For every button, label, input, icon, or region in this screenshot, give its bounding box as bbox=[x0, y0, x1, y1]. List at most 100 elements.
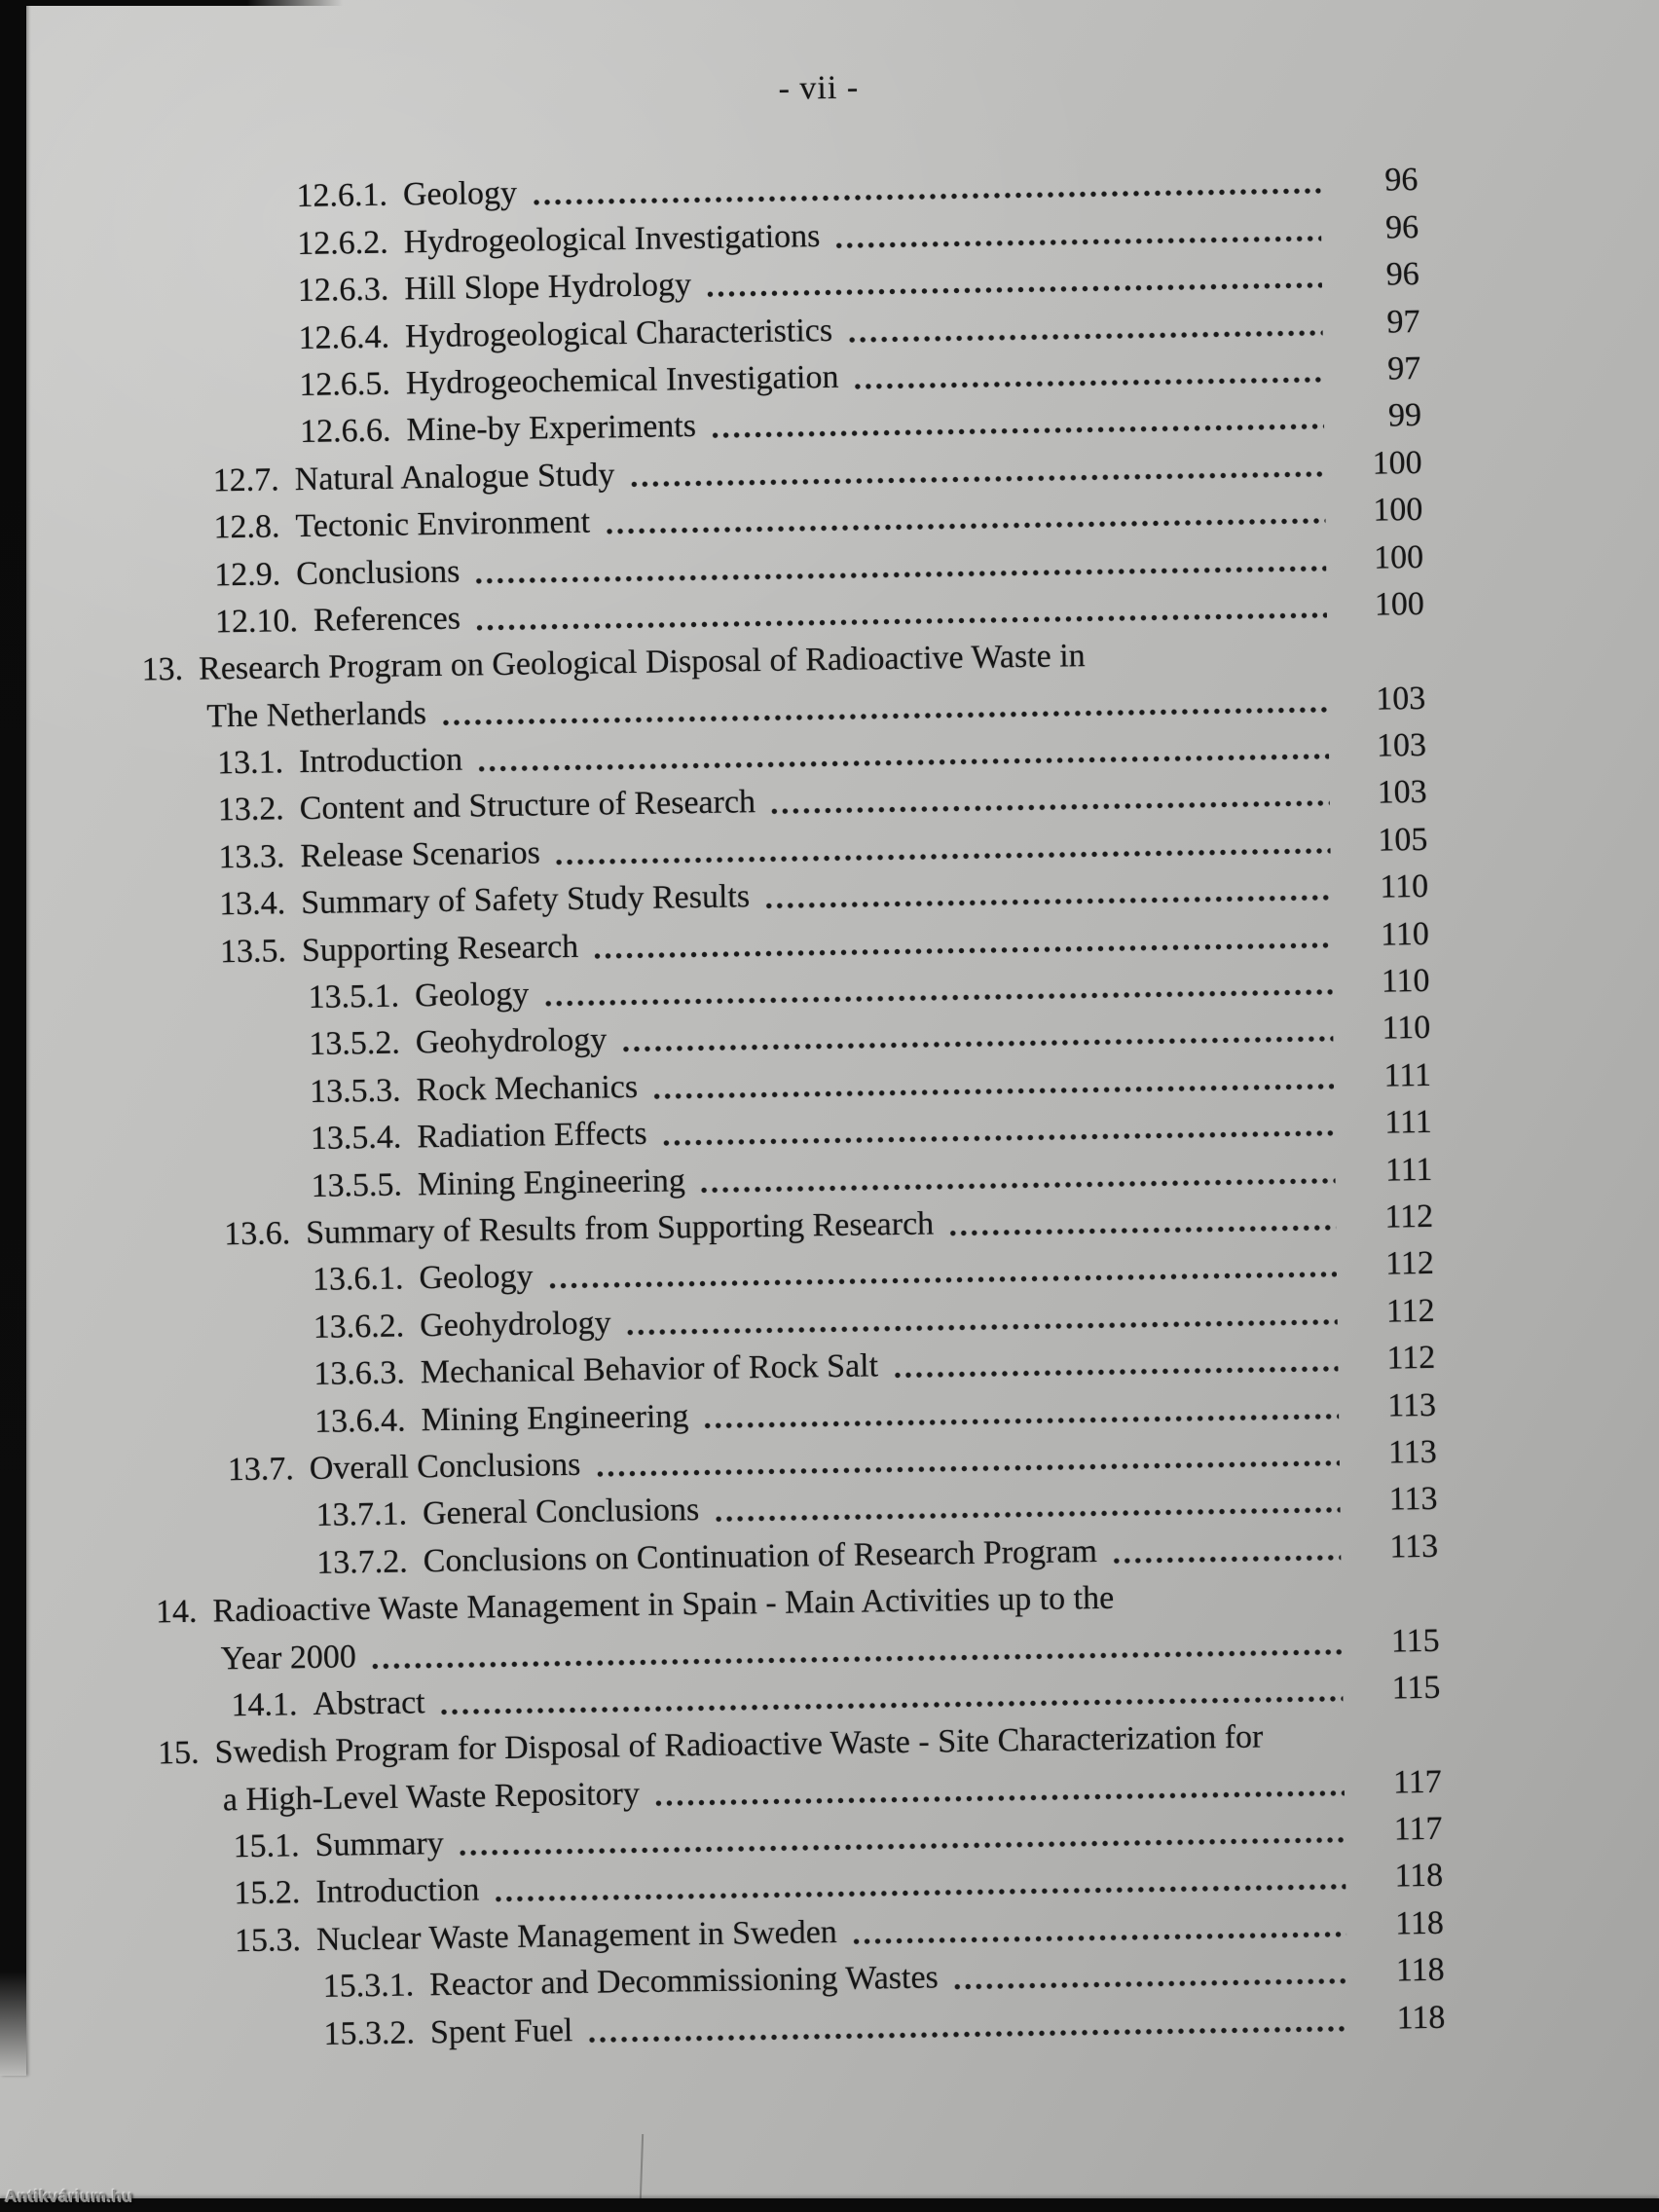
toc-entry-number: 13.5.5. bbox=[311, 1166, 403, 1204]
toc-entry-number: 12.6.2. bbox=[296, 224, 388, 262]
dot-leader bbox=[715, 1506, 1341, 1524]
toc-entry-number: 15.2. bbox=[234, 1874, 301, 1912]
toc-page-number: 113 bbox=[1389, 1528, 1439, 1566]
toc-entry-title: Natural Analogue Study bbox=[294, 456, 615, 498]
toc-entry-title: Spent Fuel bbox=[429, 2011, 573, 2050]
toc-entry-number: 15. bbox=[157, 1734, 200, 1772]
scan-edge-top bbox=[0, 0, 343, 6]
toc-page-number: 112 bbox=[1384, 1245, 1435, 1282]
toc-entry-number: 13.6.3. bbox=[313, 1354, 406, 1393]
dot-leader bbox=[949, 1224, 1337, 1237]
toc-entry-title: Geology bbox=[414, 976, 530, 1014]
toc-page-number: 100 bbox=[1373, 492, 1423, 529]
dot-leader bbox=[606, 517, 1326, 535]
toc-page-number: 111 bbox=[1383, 1056, 1432, 1094]
dot-leader bbox=[596, 1459, 1340, 1478]
toc-page-number: 100 bbox=[1372, 444, 1422, 482]
toc-page-number: 118 bbox=[1395, 1951, 1445, 1989]
toc-page-number: 113 bbox=[1388, 1481, 1438, 1518]
dot-leader bbox=[594, 941, 1333, 960]
toc-entry-number: 13.5.3. bbox=[309, 1072, 401, 1110]
toc-entry-number: 15.1. bbox=[233, 1827, 300, 1865]
dot-leader bbox=[626, 1318, 1338, 1336]
toc-entry-number: 13.7. bbox=[227, 1451, 295, 1489]
toc-entry-title: Mine-by Experiments bbox=[406, 408, 697, 449]
toc-entry-number: 12.6.3. bbox=[297, 271, 389, 310]
toc-page-number: 96 bbox=[1384, 208, 1419, 246]
watermark: Antikvárium.hu bbox=[5, 2187, 133, 2206]
toc-page-number: 115 bbox=[1391, 1669, 1441, 1707]
toc-entry-number: 12.6.5. bbox=[299, 365, 391, 403]
toc-page-number: 112 bbox=[1386, 1339, 1436, 1377]
page-number-header: - vii - bbox=[778, 69, 860, 107]
toc-entry-title: Geohydrology bbox=[415, 1021, 608, 1061]
toc-entry-title: Geology bbox=[419, 1258, 534, 1297]
page-content: - vii - 12.6.1. Geology 96 12.6.2. Hydro… bbox=[141, 69, 1446, 2051]
toc-entry-number: 13.5.1. bbox=[308, 977, 400, 1015]
toc-page-number: 118 bbox=[1394, 1904, 1445, 1942]
dot-leader bbox=[771, 799, 1330, 816]
toc-entry-title: Hydrogeological Investigations bbox=[403, 217, 821, 261]
dot-leader bbox=[653, 1083, 1335, 1100]
toc-entry-title: Summary bbox=[314, 1825, 445, 1864]
toc-entry-title: Geology bbox=[402, 175, 518, 213]
dot-leader bbox=[953, 1977, 1347, 1991]
toc-entry-title: Reactor and Decommissioning Wastes bbox=[428, 1959, 940, 2004]
toc-entry-number: 14. bbox=[155, 1593, 198, 1631]
toc-entry-title: Nuclear Waste Management in Sweden bbox=[315, 1913, 838, 1958]
toc-page-number: 103 bbox=[1377, 774, 1427, 812]
toc-entry-title: Content and Structure of Research bbox=[299, 784, 756, 828]
toc-page-number: 117 bbox=[1392, 1763, 1443, 1801]
toc-entry-number: 13.6. bbox=[223, 1215, 291, 1253]
scan-edge-left bbox=[0, 0, 26, 2076]
toc-entry-title: Rock Mechanics bbox=[416, 1068, 639, 1109]
dot-leader bbox=[548, 1271, 1338, 1290]
toc-entry-title: Summary of Safety Study Results bbox=[300, 878, 751, 922]
dot-leader bbox=[848, 328, 1323, 344]
toc-entry-number: 12.9. bbox=[213, 555, 281, 593]
toc-page-number: 99 bbox=[1387, 397, 1422, 434]
toc-entry-number: 13. bbox=[141, 651, 184, 688]
toc-entry-title: Year 2000 bbox=[220, 1638, 357, 1677]
dot-leader bbox=[533, 187, 1321, 206]
toc-entry-title: References bbox=[313, 600, 461, 639]
dot-leader bbox=[544, 988, 1333, 1008]
toc-entry-title: Mining Engineering bbox=[417, 1161, 686, 1202]
toc-entry-number: 12.8. bbox=[213, 508, 280, 546]
toc-entry-title: General Conclusions bbox=[422, 1492, 700, 1532]
toc-entry-number: 13.5. bbox=[219, 932, 287, 970]
toc-entry-title: Abstract bbox=[313, 1684, 425, 1722]
dot-leader bbox=[630, 470, 1325, 488]
toc-entry-title: Release Scenarios bbox=[300, 834, 541, 874]
toc-entry-title: Conclusions bbox=[295, 553, 461, 592]
toc-page-number: 111 bbox=[1384, 1151, 1433, 1189]
toc-entry-number: 13.3. bbox=[218, 838, 285, 876]
toc-page-number bbox=[1342, 668, 1425, 669]
toc-entry-number: 12.10. bbox=[214, 602, 299, 641]
toc-entry-title: Introduction bbox=[315, 1871, 480, 1911]
dot-leader bbox=[712, 423, 1325, 440]
toc-entry-number: 13.1. bbox=[216, 744, 284, 782]
toc-page-number: 115 bbox=[1390, 1622, 1440, 1660]
toc-entry-title: Mechanical Behavior of Rock Salt bbox=[420, 1347, 879, 1391]
toc-entry-number: 12.7. bbox=[212, 461, 280, 499]
toc-page-number: 111 bbox=[1383, 1104, 1432, 1141]
toc-page-number: 103 bbox=[1375, 680, 1426, 718]
toc-page-number: 110 bbox=[1380, 868, 1429, 905]
toc-page-number: 110 bbox=[1381, 962, 1430, 1000]
toc-entry-number: 13.5.2. bbox=[309, 1024, 401, 1063]
toc-page-number: 97 bbox=[1386, 350, 1421, 387]
toc-page-number bbox=[1355, 1610, 1439, 1611]
toc-page-number: 112 bbox=[1384, 1198, 1434, 1235]
toc-page-number: 118 bbox=[1396, 1999, 1446, 2037]
toc-entry-number: 12.6.4. bbox=[298, 318, 390, 356]
toc-entry-title: Geohydrology bbox=[419, 1305, 611, 1345]
dot-leader bbox=[1112, 1554, 1342, 1565]
dot-leader bbox=[854, 376, 1324, 390]
toc-entry-number: 13.6.4. bbox=[313, 1402, 406, 1440]
dot-leader bbox=[835, 235, 1322, 249]
toc-entry-title: Overall Conclusions bbox=[309, 1446, 581, 1487]
toc-entry-title: The Netherlands bbox=[206, 694, 427, 735]
dot-leader bbox=[704, 1412, 1340, 1429]
